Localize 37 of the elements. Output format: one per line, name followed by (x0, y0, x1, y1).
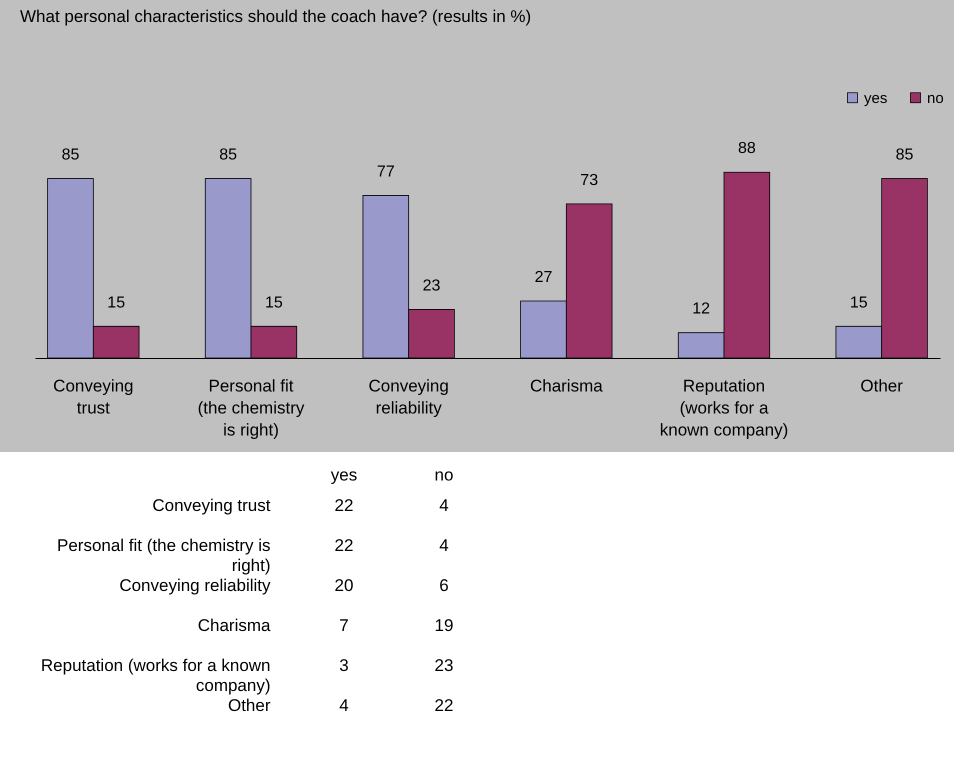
data-label: 85 (62, 146, 80, 164)
y-tick-label: Conveying reliability (119, 576, 271, 595)
data-label: 73 (580, 172, 598, 189)
y-tick-label: Reputation (works for a known company) (40, 656, 270, 695)
data-label: 77 (376, 163, 395, 180)
y-tick-label: Conveying trust (152, 496, 271, 515)
data-label: 88 (738, 140, 756, 158)
data-label: 6 (439, 576, 449, 595)
data-label: 7 (339, 616, 349, 635)
data-label: 15 (850, 294, 868, 312)
data-label: 20 (334, 576, 354, 595)
x-tick-label: Reputation (works for a known company) (660, 376, 788, 440)
data-label: 27 (534, 269, 552, 286)
chart-title: What personal characteristics should the coach have? (results in %) (20, 7, 532, 26)
data-label: 22 (334, 536, 354, 555)
x-tick-label: Other (860, 376, 904, 396)
data-label: 4 (339, 696, 349, 715)
data-label: 22 (434, 696, 454, 715)
data-label: 12 (692, 300, 710, 318)
legend-label: no (927, 90, 944, 107)
data-label: 4 (439, 536, 449, 555)
data-label: 23 (434, 656, 454, 675)
data-label: 15 (264, 294, 283, 312)
y-tick-label: Personal fit (the chemistry is right) (56, 536, 270, 575)
x-tick-label: Conveying reliability (368, 376, 449, 418)
data-label: 4 (439, 496, 449, 515)
x-tick-label: Charisma (530, 376, 604, 396)
legend-label: yes (864, 90, 888, 107)
data-label: 23 (422, 277, 441, 294)
data-label: 19 (434, 616, 454, 635)
y-tick-label: Charisma (198, 616, 272, 635)
data-label: 85 (896, 146, 914, 164)
data-label: 85 (219, 146, 238, 164)
y-tick-label: Other (228, 696, 271, 715)
data-label: 15 (107, 294, 126, 312)
data-label: 22 (334, 496, 354, 515)
data-label: 3 (339, 656, 349, 675)
